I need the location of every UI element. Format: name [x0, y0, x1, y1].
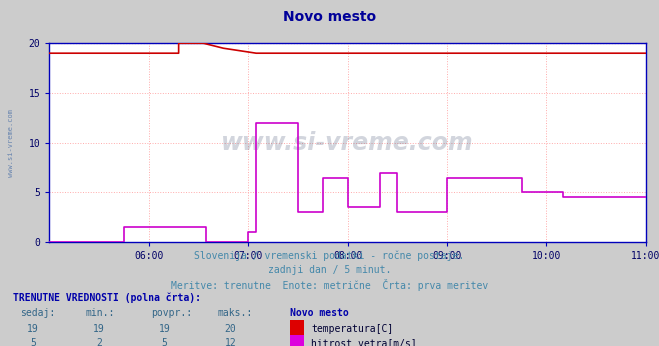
Text: temperatura[C]: temperatura[C]: [311, 324, 393, 334]
Text: 2: 2: [96, 338, 101, 346]
Text: 19: 19: [93, 324, 105, 334]
Text: sedaj:: sedaj:: [20, 308, 55, 318]
Text: 19: 19: [27, 324, 39, 334]
Text: 5: 5: [162, 338, 167, 346]
Text: maks.:: maks.:: [217, 308, 252, 318]
Text: zadnji dan / 5 minut.: zadnji dan / 5 minut.: [268, 265, 391, 275]
Text: www.si-vreme.com: www.si-vreme.com: [221, 131, 474, 155]
Text: Novo mesto: Novo mesto: [283, 10, 376, 24]
Text: 19: 19: [159, 324, 171, 334]
Text: Slovenija / vremenski podatki - ročne postaje.: Slovenija / vremenski podatki - ročne po…: [194, 251, 465, 261]
Text: 20: 20: [225, 324, 237, 334]
Text: min.:: min.:: [86, 308, 115, 318]
Text: povpr.:: povpr.:: [152, 308, 192, 318]
Text: Novo mesto: Novo mesto: [290, 308, 349, 318]
Text: 12: 12: [225, 338, 237, 346]
Text: hitrost vetra[m/s]: hitrost vetra[m/s]: [311, 338, 416, 346]
Text: TRENUTNE VREDNOSTI (polna črta):: TRENUTNE VREDNOSTI (polna črta):: [13, 292, 201, 303]
Text: www.si-vreme.com: www.si-vreme.com: [8, 109, 14, 177]
Text: 5: 5: [30, 338, 36, 346]
Text: Meritve: trenutne  Enote: metrične  Črta: prva meritev: Meritve: trenutne Enote: metrične Črta: …: [171, 279, 488, 291]
